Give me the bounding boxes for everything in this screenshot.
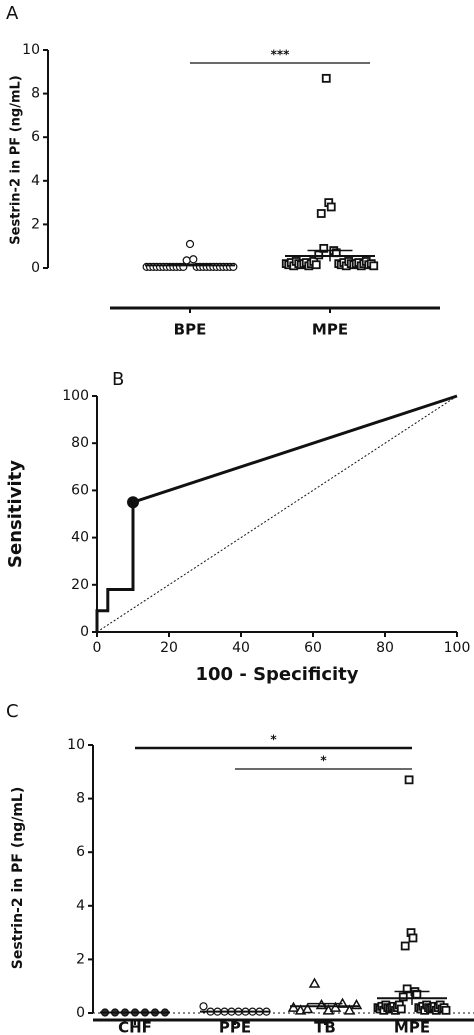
x-tick-label: TB	[314, 1019, 336, 1035]
data-point	[398, 992, 408, 1002]
y-tick-label: 6	[76, 844, 85, 860]
data-point	[404, 775, 414, 785]
panel-label: B	[112, 369, 124, 390]
data-point	[314, 250, 324, 260]
y-tick-label: 60	[71, 482, 89, 498]
y-tick-label: 0	[31, 260, 40, 276]
x-tick-label: MPE	[394, 1019, 430, 1035]
y-tick-label: 6	[31, 129, 40, 145]
x-tick-label: BPE	[174, 321, 207, 339]
data-point	[321, 73, 331, 83]
x-tick-label: MPE	[312, 321, 348, 339]
y-tick-label: 80	[71, 435, 89, 451]
y-tick-label: 2	[31, 216, 40, 232]
x-tick-label: 40	[232, 640, 250, 656]
y-tick-label: 8	[31, 86, 40, 102]
y-tick-label: 4	[31, 173, 40, 189]
x-tick-label: 60	[304, 640, 322, 656]
y-tick-label: 10	[67, 737, 85, 753]
y-axis-label: Sestrin-2 in PF (ng/mL)	[9, 75, 24, 244]
y-axis-label: Sensitivity	[5, 460, 26, 568]
data-point	[182, 256, 191, 265]
x-tick-label: 80	[376, 640, 394, 656]
y-tick-label: 8	[76, 791, 85, 807]
data-point	[199, 1002, 208, 1011]
x-tick-label: 100	[444, 640, 471, 656]
data-point	[311, 260, 321, 270]
x-tick-label: 0	[93, 640, 102, 656]
x-tick-label: CHF	[118, 1019, 152, 1035]
data-point	[408, 933, 418, 943]
y-tick-label: 0	[76, 1005, 85, 1021]
data-point	[369, 261, 379, 271]
x-tick-label: 20	[160, 640, 178, 656]
cutoff-point	[127, 496, 139, 509]
data-point	[316, 209, 326, 218]
y-tick-label: 0	[80, 624, 89, 640]
data-point	[441, 1005, 451, 1015]
data-point	[189, 255, 198, 264]
y-tick-label: 4	[76, 898, 85, 914]
significance-label: ***	[271, 48, 291, 62]
data-point	[308, 977, 321, 988]
data-point	[326, 202, 336, 212]
significance-label: *	[270, 733, 277, 747]
y-tick-label: 20	[71, 577, 89, 593]
data-point	[319, 243, 329, 253]
x-axis-label: 100 - Specificity	[196, 664, 359, 685]
y-axis-label: Sestrin-2 in PF (ng/mL)	[10, 787, 26, 969]
x-tick-label: PPE	[219, 1019, 251, 1035]
y-tick-label: 2	[76, 951, 85, 967]
y-tick-label: 100	[62, 388, 89, 404]
panel-label: C	[6, 701, 19, 722]
panel-label: A	[6, 3, 19, 24]
data-point	[343, 1004, 356, 1015]
data-point	[400, 941, 410, 951]
significance-label: *	[320, 754, 327, 768]
y-tick-label: 10	[22, 42, 40, 58]
y-tick-label: 40	[71, 530, 89, 546]
reference-line	[96, 395, 458, 633]
data-point	[396, 1004, 406, 1014]
data-point	[301, 1002, 314, 1014]
data-point	[185, 239, 195, 249]
